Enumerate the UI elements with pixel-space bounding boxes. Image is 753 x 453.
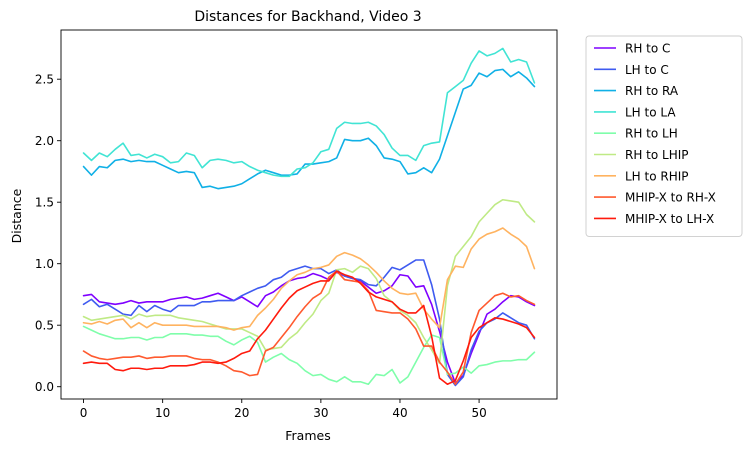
y-axis: 0.0 0.5 1.0 1.5 2.0 2.5 (35, 73, 61, 394)
legend-label: LH to C (625, 63, 669, 77)
legend-label: MHIP-X to LH-X (625, 212, 714, 226)
legend-box (585, 35, 743, 237)
x-tick-label: 0 (80, 406, 88, 420)
legend: RH to C LH to C RH to RA LH to LA RH to LH RH… (585, 35, 743, 237)
series-line-7 (82, 227, 536, 331)
series-line-2 (82, 259, 536, 387)
legend-label: RH to RA (625, 84, 679, 98)
x-axis: 0 10 20 30 40 50 (80, 399, 487, 420)
series-line-4 (82, 47, 536, 178)
x-tick-label: 10 (155, 406, 170, 420)
series-line-6 (82, 198, 536, 365)
legend-label: LH to RHIP (625, 169, 689, 183)
legend-label: RH to LHIP (625, 148, 689, 162)
y-tick-label: 2.0 (35, 134, 54, 148)
x-tick-label: 50 (471, 406, 486, 420)
legend-label: RH to C (625, 42, 670, 56)
legend-label: MHIP-X to RH-X (625, 191, 716, 205)
x-tick-label: 30 (313, 406, 328, 420)
chart-title: Distances for Backhand, Video 3 (194, 9, 421, 25)
series-line-3 (82, 68, 536, 190)
plot-frame (60, 29, 558, 400)
plot-area (60, 29, 558, 400)
x-axis-title: Frames (285, 428, 330, 443)
legend-label: LH to LA (625, 105, 676, 119)
y-axis-title: Distance (9, 188, 24, 243)
y-tick-label: 0.0 (35, 380, 54, 394)
x-tick-label: 40 (392, 406, 407, 420)
y-tick-label: 2.5 (35, 73, 54, 87)
x-tick-label: 20 (234, 406, 249, 420)
series-line-8 (82, 270, 536, 386)
series-line-9 (82, 270, 536, 386)
legend-label: RH to LH (625, 127, 678, 141)
y-tick-label: 1.5 (35, 196, 54, 210)
y-tick-label: 0.5 (35, 319, 54, 333)
y-tick-label: 1.0 (35, 257, 54, 271)
